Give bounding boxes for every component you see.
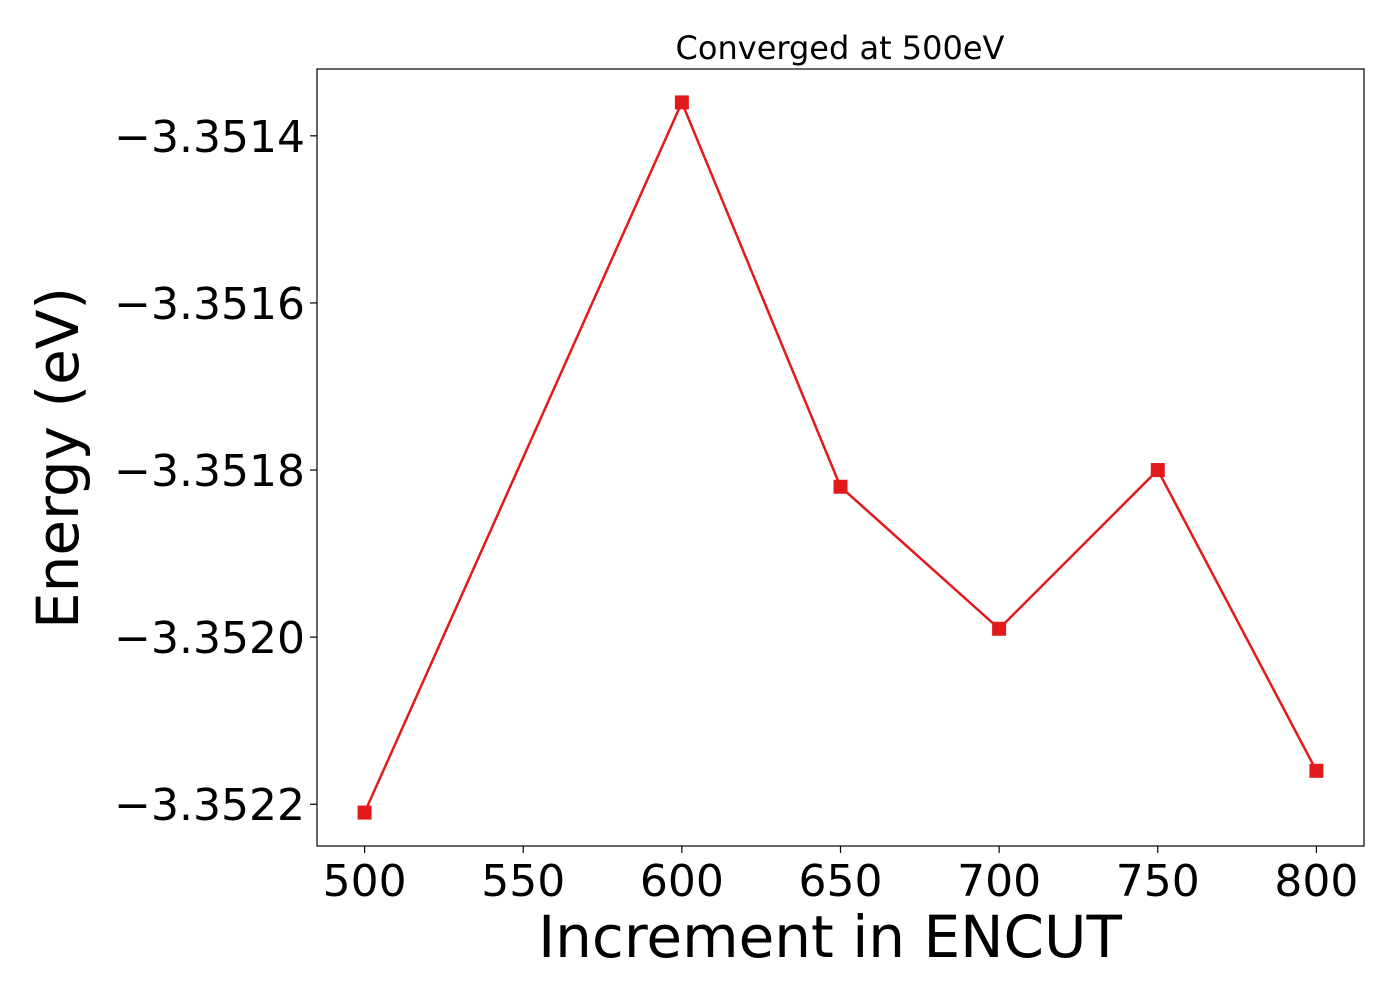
data-point-marker: [674, 95, 689, 110]
y-tick-label: −3.3522: [114, 780, 305, 831]
data-point-marker: [1150, 463, 1165, 478]
x-tick-label: 500: [323, 856, 407, 907]
y-tick-label: −3.3516: [114, 279, 305, 330]
x-tick-label: 600: [640, 856, 724, 907]
x-tick-label: 800: [1274, 856, 1358, 907]
y-tick-label: −3.3520: [114, 613, 305, 664]
energy-series-markers: [357, 95, 1324, 820]
data-point-marker: [1309, 763, 1324, 778]
y-tick-label: −3.3514: [114, 112, 305, 163]
x-axis-ticks: 500 550 600 650 700 750 800: [323, 846, 1358, 907]
x-tick-label: 700: [957, 856, 1041, 907]
y-axis-label: Energy (eV): [24, 287, 92, 629]
x-tick-label: 750: [1116, 856, 1200, 907]
y-tick-label: −3.3518: [114, 446, 305, 497]
data-point-marker: [357, 805, 372, 820]
data-point-marker: [833, 479, 848, 494]
x-tick-label: 550: [481, 856, 565, 907]
x-tick-label: 650: [799, 856, 883, 907]
y-axis-ticks: −3.3514 −3.3516 −3.3518 −3.3520 −3.3522: [114, 112, 317, 831]
plot-area-frame: [316, 68, 1365, 847]
chart-title: Converged at 500eV: [676, 29, 1005, 67]
energy-series-line: [363, 99, 1318, 814]
x-axis-label: Increment in ENCUT: [538, 903, 1122, 971]
data-point-marker: [992, 621, 1007, 636]
